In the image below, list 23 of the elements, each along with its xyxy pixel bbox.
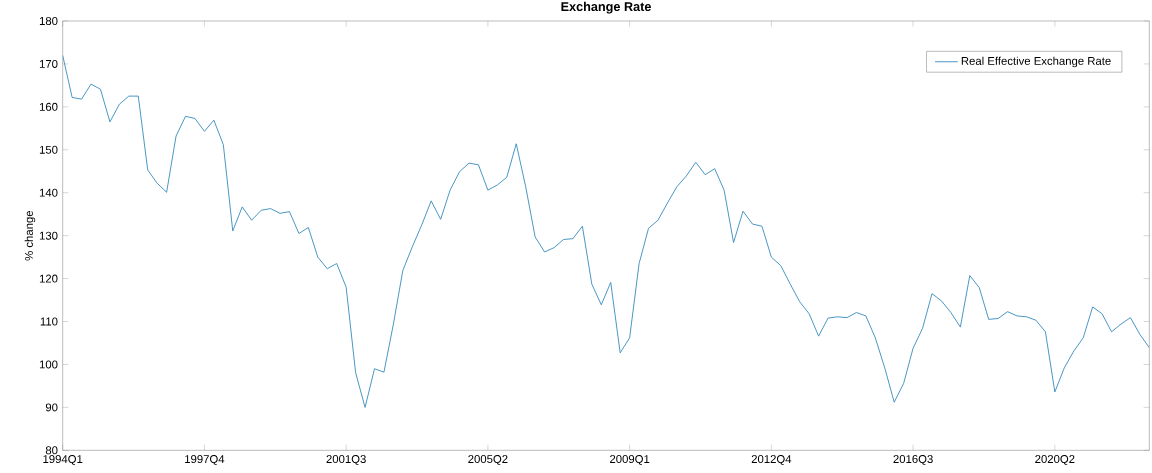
y-tick-label: 180	[39, 16, 58, 25]
y-tick-label: 110	[40, 317, 58, 326]
x-tick-label: 2005Q2	[468, 455, 508, 466]
y-tick-label: 100	[39, 360, 58, 369]
y-tick-label: 160	[39, 102, 58, 111]
y-tick-label: 130	[39, 231, 58, 240]
x-tick-label: 2020Q2	[1035, 455, 1075, 466]
x-tick-label: 2001Q3	[326, 455, 366, 466]
y-axis-title: % change	[24, 210, 36, 261]
y-tick-label: 170	[39, 59, 58, 68]
y-tick-label: 90	[45, 403, 58, 412]
y-tick-label: 150	[39, 145, 58, 154]
x-tick-label: 2009Q1	[610, 455, 650, 466]
x-tick-label: 1994Q1	[43, 455, 83, 466]
line-series	[62, 54, 1150, 408]
x-tick-label: 2016Q3	[893, 455, 933, 466]
x-tick-label: 1997Q4	[185, 455, 225, 466]
x-tick-label: 2012Q4	[751, 455, 792, 466]
y-tick-label: 140	[39, 188, 58, 197]
legend-label: Real Effective Exchange Rate	[961, 56, 1111, 68]
y-tick-label: 80	[45, 446, 58, 455]
chart-title: Exchange Rate	[561, 1, 651, 14]
y-tick-label: 120	[39, 274, 58, 283]
